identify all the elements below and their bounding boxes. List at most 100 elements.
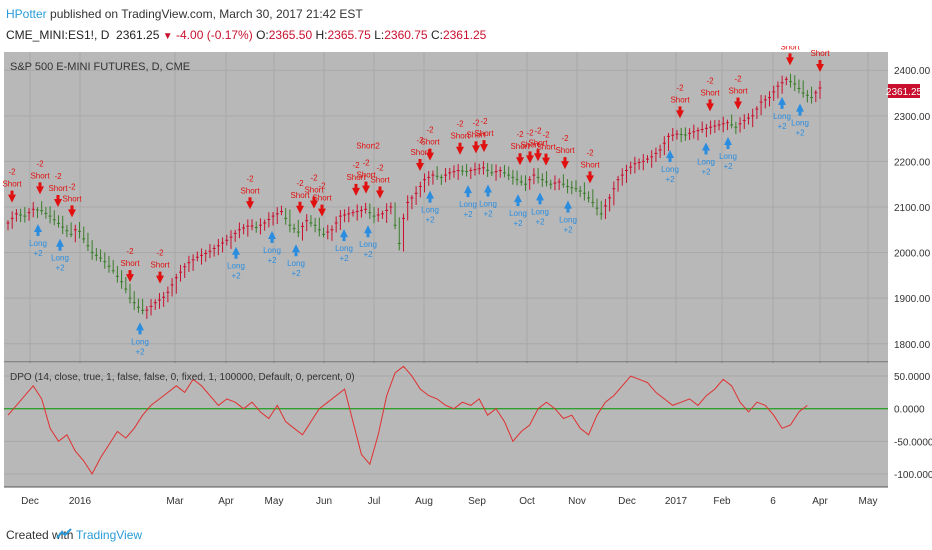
time-tick-label: Dec bbox=[21, 496, 39, 507]
change-value: -4.00 (-0.17%) bbox=[176, 28, 253, 42]
short-qty-label: -2 bbox=[516, 130, 524, 139]
short-qty-label: -2 bbox=[706, 76, 714, 85]
long-qty-label: +2 bbox=[563, 226, 573, 235]
long-qty-label: +2 bbox=[535, 217, 545, 226]
short-arrow-icon bbox=[586, 171, 594, 184]
long-qty-label: +2 bbox=[701, 167, 711, 176]
long-label: Long bbox=[479, 200, 497, 209]
short-qty-label: -2 bbox=[526, 128, 534, 137]
long-label: Long bbox=[359, 240, 377, 249]
short-label: Short bbox=[240, 186, 260, 195]
short-label: Short bbox=[120, 259, 140, 268]
short-arrow-icon bbox=[310, 196, 318, 209]
short-arrow-icon bbox=[376, 186, 384, 199]
short-qty-label: -2 bbox=[296, 179, 304, 188]
short-qty-label: -2 bbox=[36, 159, 44, 168]
time-tick-label: Apr bbox=[812, 496, 828, 507]
long-qty-label: +2 bbox=[55, 264, 65, 273]
low-label: L: bbox=[374, 28, 385, 42]
long-qty-label: +2 bbox=[33, 249, 43, 258]
long-qty-label: +2 bbox=[363, 250, 373, 259]
long-arrow-icon bbox=[268, 230, 276, 243]
indicator-tick-label: 50.0000 bbox=[894, 372, 931, 383]
long-qty-label: +2 bbox=[795, 129, 805, 138]
short-arrow-icon bbox=[542, 153, 550, 166]
quote-line: CME_MINI:ES1!, D 2361.25 ▼ -4.00 (-0.17%… bbox=[6, 28, 486, 42]
short-arrow-icon bbox=[786, 53, 794, 66]
long-label: Long bbox=[421, 206, 439, 215]
short-qty-label: -2 bbox=[586, 148, 594, 157]
long-qty-label: +2 bbox=[777, 122, 787, 131]
short-arrow-icon bbox=[126, 270, 134, 283]
time-tick-label: Jun bbox=[316, 496, 332, 507]
long-arrow-icon bbox=[666, 149, 674, 162]
long-arrow-icon bbox=[464, 185, 472, 198]
short-label: Short bbox=[290, 191, 310, 200]
symbol-label[interactable]: CME_MINI:ES1!, D bbox=[6, 28, 110, 42]
short-label: Short bbox=[346, 173, 366, 182]
price-tick-label: 1900.00 bbox=[894, 294, 931, 305]
short-qty-label: -2 bbox=[426, 126, 434, 135]
long-arrow-icon bbox=[136, 322, 144, 335]
last-price: 2361.25 bbox=[116, 28, 160, 42]
price-axis[interactable]: 2400.00 2300.00 2200.00 2100.00 2000.00 1900.… bbox=[894, 66, 931, 351]
short-qty-label: -2 bbox=[542, 131, 550, 140]
short-qty-label: -2 bbox=[416, 136, 424, 145]
short-qty-label: -2 bbox=[156, 249, 164, 258]
long-qty-label: +2 bbox=[665, 175, 675, 184]
indicator-tick-label: 0.0000 bbox=[894, 405, 925, 416]
short-arrow-icon bbox=[734, 97, 742, 110]
time-tick-label: 6 bbox=[770, 496, 776, 507]
low-value: 2360.75 bbox=[384, 28, 428, 42]
time-tick-label: Feb bbox=[713, 496, 731, 507]
price-tick-label: 2200.00 bbox=[894, 157, 931, 168]
short-label: Short bbox=[536, 143, 556, 152]
time-tick-label: Aug bbox=[415, 496, 433, 507]
short2-label: Short2 bbox=[356, 141, 380, 150]
long-label: Long bbox=[719, 152, 737, 161]
tradingview-link[interactable]: TradingView bbox=[76, 528, 143, 542]
tradingview-logo-icon[interactable] bbox=[56, 526, 72, 542]
short-arrow-icon bbox=[426, 148, 434, 161]
short-arrow-icon bbox=[526, 151, 534, 164]
short-arrow-icon bbox=[246, 197, 254, 210]
price-tick-label: 2100.00 bbox=[894, 203, 931, 214]
short-label: Short bbox=[555, 146, 575, 155]
short-label: Short bbox=[150, 261, 170, 270]
price-tick-label: 2400.00 bbox=[894, 66, 931, 77]
long-arrow-icon bbox=[56, 238, 64, 251]
indicator-pane[interactable] bbox=[4, 363, 888, 487]
long-label: Long bbox=[287, 259, 305, 268]
long-qty-label: +2 bbox=[513, 219, 523, 228]
long-label: Long bbox=[263, 246, 281, 255]
time-tick-label: Dec bbox=[618, 496, 636, 507]
short-label: Short bbox=[420, 138, 440, 147]
short-arrow-icon bbox=[416, 158, 424, 171]
short-label: Short bbox=[356, 171, 376, 180]
close-value: 2361.25 bbox=[442, 28, 487, 42]
long-label: Long bbox=[29, 239, 47, 248]
chart-header: HPotter published on TradingView.com, Ma… bbox=[0, 0, 932, 46]
long-arrow-icon bbox=[564, 200, 572, 213]
long-label: Long bbox=[51, 254, 69, 263]
short-label: Short bbox=[410, 148, 430, 157]
short-label: Short bbox=[580, 160, 600, 169]
time-axis[interactable]: Dec 2016 Mar Apr May Jun Jul Aug Sep Oct Nov Dec 201… bbox=[21, 496, 877, 507]
author-link[interactable]: HPotter bbox=[6, 7, 47, 21]
short-arrow-icon bbox=[296, 201, 304, 214]
short-qty-label: -2 bbox=[561, 134, 569, 143]
short-arrow-icon bbox=[318, 204, 326, 217]
indicator-axis[interactable]: 50.0000 0.0000 -50.0000 -100.0000 bbox=[894, 372, 932, 481]
short-qty-label: -2 bbox=[246, 174, 254, 183]
short-arrow-icon bbox=[561, 157, 569, 170]
short-arrow-icon bbox=[362, 181, 370, 194]
long-qty-label: +2 bbox=[483, 210, 493, 219]
long-label: Long bbox=[559, 216, 577, 225]
long-label: Long bbox=[131, 337, 149, 346]
short-qty-label: -2 bbox=[734, 74, 742, 83]
published-text: published on TradingView.com, March 30, … bbox=[50, 7, 363, 21]
short-label: Short bbox=[2, 180, 22, 189]
chart-area[interactable]: -2 Short -2 Short -2 Short -2 Short -2 Short -2 Sho… bbox=[0, 30, 932, 514]
